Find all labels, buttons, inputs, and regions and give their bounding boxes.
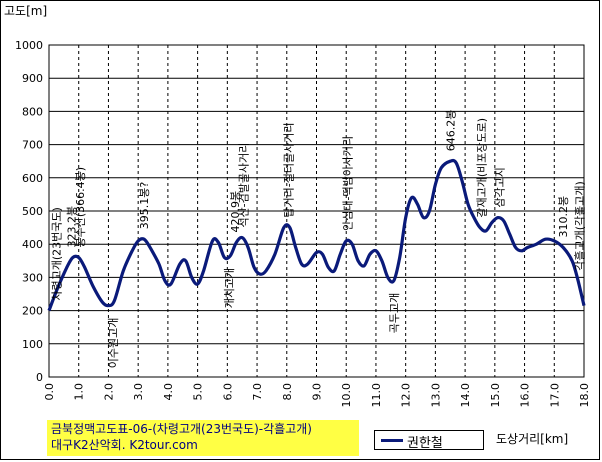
y-tick-label: 500 [22, 205, 43, 218]
x-tick-label: 1.0 [73, 383, 86, 401]
annotation-label: 개치고개 [223, 268, 236, 308]
y-tick-label: 300 [22, 271, 43, 284]
plot-area [48, 44, 585, 378]
y-tick-label: 700 [22, 139, 43, 152]
x-tick-label: 15.0 [489, 383, 502, 408]
annotation-label: 이수원고개 [107, 318, 120, 369]
annotation-label: 봉수산(366.4봉) [74, 167, 87, 248]
annotation-label: 395.1봉? [138, 182, 151, 230]
x-tick-label: 5.0 [192, 383, 205, 401]
caption-source: 대구K2산악회. K2tour.com [51, 438, 198, 452]
y-tick-label: 1000 [15, 39, 43, 52]
x-tick-label: 8.0 [281, 383, 294, 401]
chart-caption: 금북정맥고도표-06-(차령고개(23번국도)-각흘고개) 대구K2산악회. K… [47, 420, 359, 456]
y-tick-label: 200 [22, 305, 43, 318]
y-tick-label: 800 [22, 105, 43, 118]
series-line-0 [47, 158, 586, 312]
x-axis-title: 도상거리[km] [496, 432, 569, 446]
y-tick-label: 600 [22, 172, 43, 185]
x-tick-label: 2.0 [102, 383, 115, 401]
y-tick-label: 900 [22, 72, 43, 85]
annotation-label: 310.2봉 [557, 196, 570, 238]
x-tick-label: 14.0 [459, 383, 472, 408]
annotation-label: 646.2봉 [444, 110, 457, 152]
x-tick-label: 12.0 [400, 383, 413, 408]
x-tick-label: 6.0 [221, 383, 234, 401]
x-tick-label: 11.0 [370, 383, 383, 408]
x-tick-label: 7.0 [251, 383, 264, 401]
y-tick-label: 100 [22, 338, 43, 351]
x-tick-label: 16.0 [519, 383, 532, 408]
x-tick-label: 4.0 [162, 383, 175, 401]
x-tick-label: 9.0 [311, 383, 324, 401]
x-tick-label: 0.0 [43, 383, 56, 401]
x-tick-label: 10.0 [340, 383, 353, 408]
y-axis-title: 고도[m] [4, 4, 47, 18]
annotation-label: 차령고개(23번국도) [50, 207, 63, 300]
annotation-label: 곡두고개 [388, 293, 401, 333]
annotation-label: 각흘고개(각흘고개) [574, 181, 587, 271]
legend-swatch [381, 439, 403, 442]
legend-label: 권한철 [407, 436, 443, 451]
x-tick-label: 3.0 [132, 383, 145, 401]
caption-title: 금북정맥고도표-06-(차령고개(23번국도)-각흘고개) [51, 422, 312, 436]
annotation-label: 갈재고개(비포장도로) [474, 118, 488, 218]
x-tick-label: 18.0 [578, 383, 591, 408]
annotation-label: 석산-검발골사거리 [238, 143, 251, 228]
annotation-label: 삼각고지 [493, 167, 506, 207]
annotation-label: 420.9봉 [229, 191, 242, 233]
y-tick-label: 0 [36, 371, 43, 384]
x-tick-label: 13.0 [429, 383, 442, 408]
annotation-label: 탑거리-절터골사거리 [282, 123, 295, 218]
y-tick-label: 400 [22, 238, 43, 251]
annotation-label: 323.2봉 [65, 206, 78, 248]
x-tick-label: 17.0 [548, 383, 561, 408]
legend: 권한철 [374, 430, 484, 451]
annotation-label: 안심대-떡밤이사거리 [342, 136, 355, 231]
